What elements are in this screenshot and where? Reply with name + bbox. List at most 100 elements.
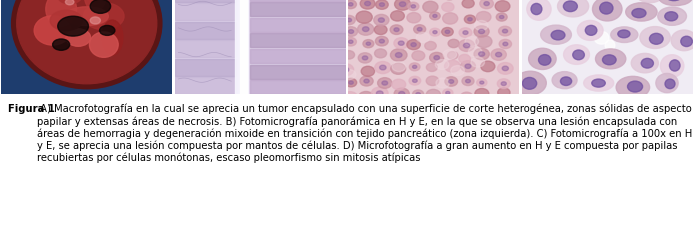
Ellipse shape	[435, 60, 449, 70]
Ellipse shape	[426, 63, 437, 71]
Ellipse shape	[640, 27, 670, 49]
Ellipse shape	[496, 52, 502, 57]
Ellipse shape	[527, 0, 551, 20]
Ellipse shape	[448, 51, 458, 59]
Ellipse shape	[600, 2, 613, 14]
Ellipse shape	[411, 5, 416, 8]
Ellipse shape	[661, 55, 684, 77]
Ellipse shape	[464, 43, 470, 48]
Ellipse shape	[531, 3, 542, 15]
Ellipse shape	[90, 32, 118, 57]
Ellipse shape	[500, 16, 504, 19]
Ellipse shape	[57, 0, 83, 4]
Ellipse shape	[362, 56, 368, 60]
Ellipse shape	[496, 13, 507, 21]
Ellipse shape	[443, 89, 453, 97]
Ellipse shape	[426, 76, 439, 86]
Bar	[250, 2, 346, 16]
Bar	[250, 33, 346, 48]
Ellipse shape	[665, 12, 678, 21]
Ellipse shape	[433, 31, 437, 34]
Ellipse shape	[412, 79, 417, 82]
Ellipse shape	[408, 2, 419, 11]
Ellipse shape	[502, 66, 509, 71]
Ellipse shape	[407, 40, 421, 50]
Ellipse shape	[426, 89, 441, 100]
Ellipse shape	[468, 18, 472, 21]
Ellipse shape	[345, 27, 357, 36]
Ellipse shape	[394, 28, 399, 32]
Ellipse shape	[477, 79, 487, 87]
Ellipse shape	[450, 65, 464, 76]
Ellipse shape	[523, 77, 536, 89]
Ellipse shape	[463, 31, 468, 34]
Ellipse shape	[539, 54, 551, 65]
Ellipse shape	[356, 11, 372, 23]
Bar	[250, 80, 346, 94]
Bar	[250, 49, 346, 63]
Ellipse shape	[443, 13, 458, 24]
Ellipse shape	[442, 2, 454, 12]
Ellipse shape	[414, 25, 425, 34]
Ellipse shape	[564, 45, 589, 64]
Ellipse shape	[349, 81, 353, 84]
Ellipse shape	[462, 76, 474, 86]
Ellipse shape	[425, 41, 437, 50]
Ellipse shape	[374, 14, 389, 26]
Ellipse shape	[514, 71, 546, 95]
Ellipse shape	[12, 0, 162, 89]
Ellipse shape	[399, 92, 405, 96]
Ellipse shape	[343, 67, 349, 72]
Ellipse shape	[480, 0, 493, 9]
Ellipse shape	[34, 16, 71, 45]
Ellipse shape	[462, 0, 474, 8]
Ellipse shape	[445, 60, 460, 72]
Ellipse shape	[50, 10, 83, 31]
Ellipse shape	[378, 78, 392, 88]
Ellipse shape	[594, 32, 609, 44]
Ellipse shape	[641, 58, 654, 68]
Ellipse shape	[461, 61, 475, 72]
Ellipse shape	[53, 39, 69, 50]
Ellipse shape	[346, 78, 357, 87]
Ellipse shape	[476, 11, 491, 22]
Ellipse shape	[611, 27, 638, 43]
Ellipse shape	[90, 17, 101, 24]
Ellipse shape	[345, 0, 357, 9]
Ellipse shape	[681, 36, 693, 47]
Ellipse shape	[430, 12, 440, 20]
Ellipse shape	[557, 83, 570, 89]
Ellipse shape	[650, 33, 663, 44]
Ellipse shape	[375, 0, 388, 9]
Ellipse shape	[348, 3, 353, 6]
Ellipse shape	[362, 27, 369, 32]
Ellipse shape	[345, 38, 357, 46]
Ellipse shape	[391, 63, 406, 74]
Ellipse shape	[390, 25, 403, 34]
Ellipse shape	[412, 51, 425, 60]
Ellipse shape	[449, 80, 454, 83]
Ellipse shape	[392, 62, 406, 71]
Ellipse shape	[344, 51, 355, 59]
Ellipse shape	[471, 57, 484, 67]
Ellipse shape	[65, 0, 74, 5]
Ellipse shape	[347, 95, 353, 99]
Bar	[175, 3, 237, 21]
Ellipse shape	[468, 47, 482, 57]
Ellipse shape	[360, 76, 373, 86]
Ellipse shape	[90, 0, 110, 13]
Ellipse shape	[395, 0, 411, 10]
Ellipse shape	[498, 79, 510, 88]
Ellipse shape	[459, 28, 472, 37]
Ellipse shape	[475, 21, 488, 30]
Ellipse shape	[595, 49, 626, 69]
Ellipse shape	[416, 33, 430, 43]
Ellipse shape	[366, 42, 371, 45]
Ellipse shape	[371, 87, 388, 100]
Text: Figura 1: Figura 1	[8, 104, 56, 114]
Ellipse shape	[379, 39, 384, 43]
Ellipse shape	[479, 29, 484, 34]
Ellipse shape	[501, 82, 507, 86]
Ellipse shape	[465, 64, 471, 68]
Bar	[175, 77, 237, 94]
